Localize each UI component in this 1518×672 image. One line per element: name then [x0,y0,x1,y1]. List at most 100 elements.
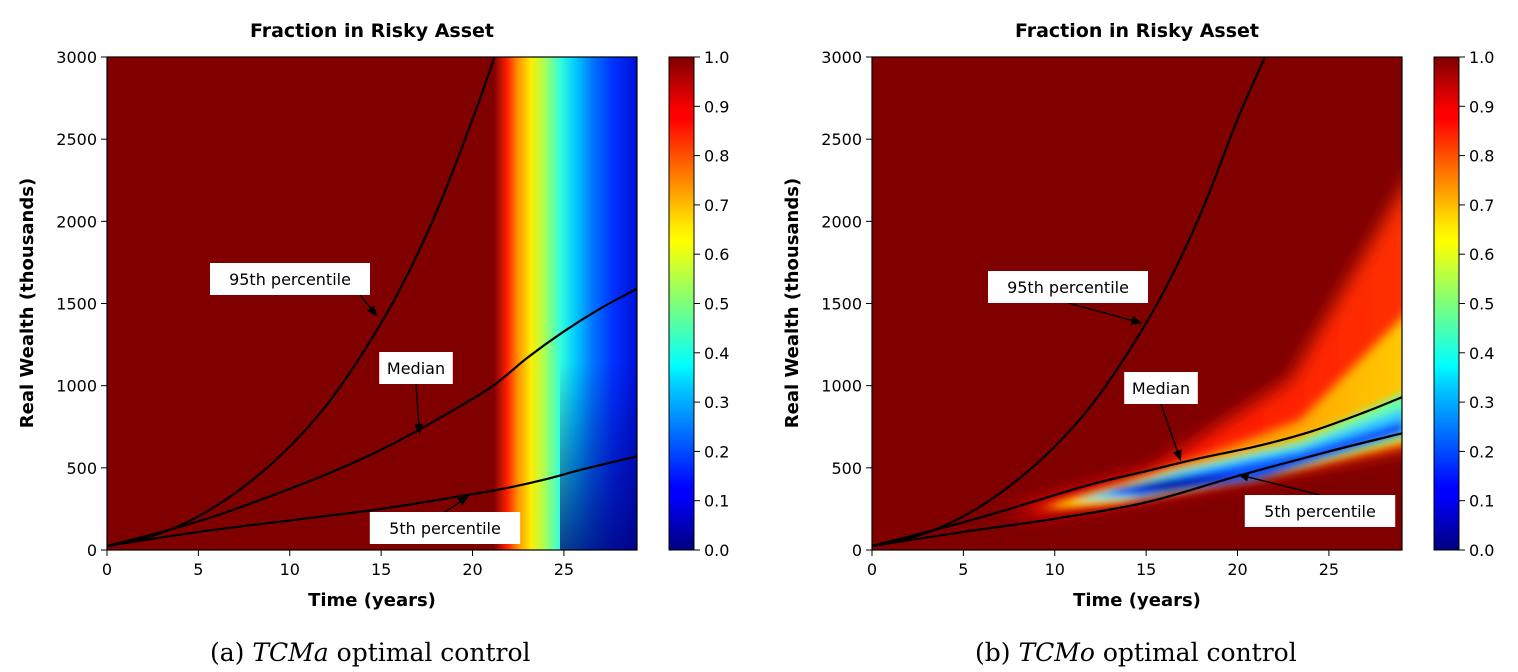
chart-title: Fraction in Risky Asset [1015,20,1259,42]
colorbar-tick-label: 0.3 [1469,393,1494,412]
x-tick-label: 10 [1045,560,1065,579]
y-tick-label: 0 [87,541,97,560]
caption-b: (b) TCMo optimal control [975,638,1297,667]
x-tick-label: 15 [371,560,391,579]
series-line [872,396,1402,547]
colorbar-tick-label: 0.9 [704,97,729,116]
caption-symbol: TCMa [252,638,329,667]
annotation-label: Median [387,359,445,378]
colorbar-tick-label: 1.0 [704,48,729,67]
colorbar-tick-label: 0.8 [704,147,729,166]
y-axis-label: Real Wealth (thousands) [17,178,38,428]
annotation-arrow [1067,302,1141,324]
series-line [107,287,637,547]
series-line [872,57,1266,547]
x-tick-label: 25 [1319,560,1339,579]
x-tick-label: 20 [462,560,482,579]
y-tick-label: 0 [852,541,862,560]
heatmap [872,57,1402,550]
x-axis-label: Time (years) [308,590,436,611]
colorbar-tick-label: 0.5 [704,295,729,314]
colorbar-ticks: 0.0 0.1 0.2 0.3 0.4 0.5 0.6 0.7 0.8 0.9 1.0 [1459,48,1494,560]
colorbar-tick-label: 1.0 [1469,48,1494,67]
y-axis-label: Real Wealth (thousands) [782,178,803,428]
annotation-box [1124,372,1198,404]
y-tick-label: 3000 [56,48,97,67]
x-axis: 0 5 10 15 20 25 [867,550,1339,579]
y-tick-label: 2000 [56,212,97,231]
x-tick-label: 5 [958,560,968,579]
colorbar-tick-label: 0.1 [704,492,729,511]
colorbar-tick-label: 0.5 [1469,295,1494,314]
colorbar-tick-label: 0.3 [704,393,729,412]
x-tick-label: 5 [193,560,203,579]
colorbar-tick-label: 0.6 [704,245,729,264]
colorbar-tick-label: 0.2 [704,442,729,461]
y-tick-label: 1000 [821,377,862,396]
colorbar-tick-label: 0.4 [704,344,729,363]
colorbar-tick-label: 0.0 [1469,541,1494,560]
annotation-box [210,263,370,295]
annotation-label: Median [1132,379,1190,398]
annotation-box [988,271,1148,303]
x-tick-label: 10 [280,560,300,579]
arrow-head [367,305,378,317]
y-tick-label: 500 [831,459,862,478]
annotation-box [379,352,453,384]
series-line [872,432,1402,547]
annotation-label: 95th percentile [1007,278,1129,297]
x-tick-label: 20 [1227,560,1247,579]
colorbar [1433,56,1460,551]
series-line [107,57,496,547]
arrow-head [1173,449,1182,462]
colorbar-tick-label: 0.9 [1469,97,1494,116]
y-tick-label: 3000 [821,48,862,67]
caption-label: (a) [210,638,245,667]
panel-a: Fraction in Risky Asset 0 5 10 15 20 25 0 500 1… [17,20,729,611]
series-line [107,455,637,547]
colorbar-ticks: 0.0 0.1 0.2 0.3 0.4 0.5 0.6 0.7 0.8 0.9 1.0 [694,48,729,560]
annotation-label: 5th percentile [389,519,501,538]
y-tick-label: 1500 [821,295,862,314]
panel-b: Fraction in Risky Asset 0 5 10 15 20 25 0 500 1… [782,20,1494,611]
colorbar-tick-label: 0.0 [704,541,729,560]
y-tick-label: 500 [66,459,97,478]
y-axis: 0 500 1000 1500 2000 2500 3000 [56,48,107,560]
caption-text: optimal control [336,638,531,667]
y-tick-label: 1000 [56,377,97,396]
x-tick-label: 25 [554,560,574,579]
arrow-head [1130,315,1143,325]
y-tick-label: 2500 [821,130,862,149]
heatmap [107,57,637,550]
y-axis: 0 500 1000 1500 2000 2500 3000 [821,48,872,560]
arrow-head [1237,472,1250,482]
annotation-box [1244,495,1396,527]
x-tick-label: 0 [102,560,112,579]
caption-symbol: TCMo [1018,638,1095,667]
annotation-label: 95th percentile [229,270,351,289]
x-tick-label: 0 [867,560,877,579]
caption-label: (b) [975,638,1011,667]
arrow-head [414,423,424,435]
y-tick-label: 1500 [56,295,97,314]
annotation-label: 5th percentile [1264,502,1376,521]
annotation-arrow [1239,474,1321,496]
colorbar-tick-label: 0.4 [1469,344,1494,363]
colorbar-tick-label: 0.2 [1469,442,1494,461]
x-axis: 0 5 10 15 20 25 [102,550,574,579]
annotation-box [369,512,521,544]
colorbar-tick-label: 0.6 [1469,245,1494,264]
y-tick-label: 2000 [821,212,862,231]
colorbar-tick-label: 0.8 [1469,147,1494,166]
y-tick-label: 2500 [56,130,97,149]
colorbar-tick-label: 0.7 [704,196,729,215]
annotation-arrow [1160,403,1181,460]
x-tick-label: 15 [1136,560,1156,579]
x-axis-label: Time (years) [1073,590,1201,611]
chart-title: Fraction in Risky Asset [250,20,494,42]
colorbar-tick-label: 0.7 [1469,196,1494,215]
colorbar-tick-label: 0.1 [1469,492,1494,511]
caption-a: (a) TCMa optimal control [210,638,531,667]
colorbar [668,56,695,551]
